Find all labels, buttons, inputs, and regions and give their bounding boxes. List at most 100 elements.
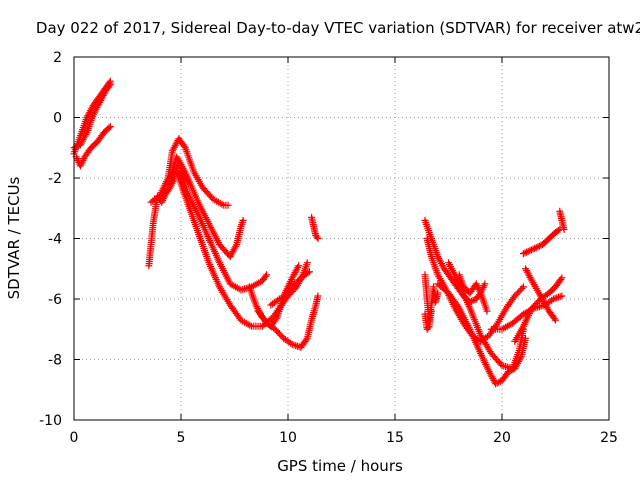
data-point bbox=[557, 275, 565, 283]
data-point bbox=[272, 315, 280, 323]
series-arc-19 bbox=[455, 271, 491, 315]
data-point bbox=[261, 317, 269, 325]
data-point bbox=[527, 275, 535, 283]
data-point bbox=[262, 272, 270, 280]
chart-title: Day 022 of 2017, Sidereal Day-to-day VTE… bbox=[36, 19, 640, 37]
series-arc-02 bbox=[70, 80, 114, 152]
data-point bbox=[492, 321, 500, 329]
x-axis-label: GPS time / hours bbox=[277, 457, 403, 475]
data-point bbox=[535, 242, 543, 250]
data-point bbox=[180, 142, 188, 150]
x-tick-label: 10 bbox=[279, 430, 297, 446]
x-tick-label: 0 bbox=[70, 430, 79, 446]
data-point bbox=[239, 216, 247, 224]
data-point bbox=[314, 235, 322, 242]
series-arc-11 bbox=[267, 259, 311, 309]
data-point bbox=[550, 315, 558, 323]
y-tick-label: -2 bbox=[48, 171, 62, 187]
data-point bbox=[493, 379, 501, 387]
data-point bbox=[519, 283, 527, 291]
data-point bbox=[288, 340, 296, 348]
data-point bbox=[531, 244, 539, 252]
data-point bbox=[305, 268, 313, 276]
data-point bbox=[454, 302, 462, 310]
data-point bbox=[552, 316, 559, 324]
axis-ticks: 0 5 10 15 20 25 -10 -8 -6 -4 -2 0 2 bbox=[39, 50, 618, 446]
data-point bbox=[554, 293, 562, 301]
data-point bbox=[73, 142, 81, 150]
series-arc-10 bbox=[254, 292, 322, 351]
data-point bbox=[314, 292, 322, 300]
series-arc-12 bbox=[308, 213, 322, 242]
x-tick-label: 15 bbox=[386, 430, 404, 446]
data-point bbox=[527, 246, 535, 254]
data-point bbox=[554, 226, 562, 234]
data-point bbox=[427, 307, 435, 315]
data-point bbox=[277, 294, 285, 302]
y-tick-label: -4 bbox=[48, 232, 62, 248]
data-point bbox=[105, 124, 113, 132]
data-points bbox=[70, 77, 568, 388]
data-point bbox=[303, 259, 311, 267]
data-point bbox=[298, 273, 306, 281]
data-point bbox=[313, 233, 321, 241]
data-point bbox=[521, 249, 529, 257]
data-point bbox=[553, 294, 561, 302]
data-point bbox=[526, 247, 534, 255]
data-point bbox=[294, 263, 302, 271]
data-point bbox=[519, 250, 527, 258]
series-arc-22 bbox=[519, 225, 564, 258]
data-point bbox=[232, 242, 240, 250]
data-point bbox=[523, 248, 531, 256]
data-point bbox=[534, 243, 542, 251]
y-axis-label: SDTVAR / TECUs bbox=[5, 176, 23, 299]
data-point bbox=[483, 333, 491, 341]
data-point bbox=[558, 292, 566, 300]
y-tick-label: 2 bbox=[53, 50, 62, 66]
data-point bbox=[495, 378, 503, 386]
data-point bbox=[224, 201, 232, 209]
data-point bbox=[424, 324, 432, 332]
series-arc-03 bbox=[72, 123, 114, 170]
y-tick-label: 0 bbox=[53, 111, 62, 127]
x-tick-label: 5 bbox=[177, 430, 186, 446]
series-arc-17 bbox=[434, 280, 530, 388]
y-tick-label: -8 bbox=[48, 353, 62, 369]
data-point bbox=[560, 225, 568, 233]
data-point bbox=[279, 294, 287, 302]
series-arc-16 bbox=[421, 307, 435, 333]
data-point bbox=[275, 295, 283, 303]
data-point bbox=[558, 274, 566, 282]
data-point bbox=[529, 245, 537, 253]
data-point bbox=[290, 341, 298, 349]
series-arc-23 bbox=[556, 207, 568, 233]
data-point bbox=[468, 297, 476, 305]
data-point bbox=[106, 123, 114, 131]
y-tick-label: -10 bbox=[39, 413, 62, 429]
data-point bbox=[504, 368, 512, 376]
data-point bbox=[556, 293, 564, 301]
data-point bbox=[532, 244, 540, 252]
data-point bbox=[434, 289, 442, 297]
data-point bbox=[302, 336, 310, 344]
series-arc-24 bbox=[522, 265, 559, 324]
data-point bbox=[105, 82, 113, 90]
grid-lines bbox=[74, 57, 609, 420]
data-point bbox=[483, 307, 491, 315]
data-point bbox=[82, 130, 90, 138]
data-point bbox=[518, 284, 526, 292]
data-point bbox=[263, 271, 271, 279]
data-point bbox=[549, 295, 557, 303]
data-point bbox=[295, 262, 303, 270]
x-tick-label: 25 bbox=[600, 430, 618, 446]
y-tick-label: -6 bbox=[48, 292, 62, 308]
data-point bbox=[481, 280, 489, 288]
data-point bbox=[469, 297, 477, 305]
data-point bbox=[524, 247, 532, 255]
data-point bbox=[551, 294, 559, 302]
data-point bbox=[492, 380, 500, 388]
data-point bbox=[72, 143, 80, 151]
series-arc-21 bbox=[511, 274, 566, 345]
